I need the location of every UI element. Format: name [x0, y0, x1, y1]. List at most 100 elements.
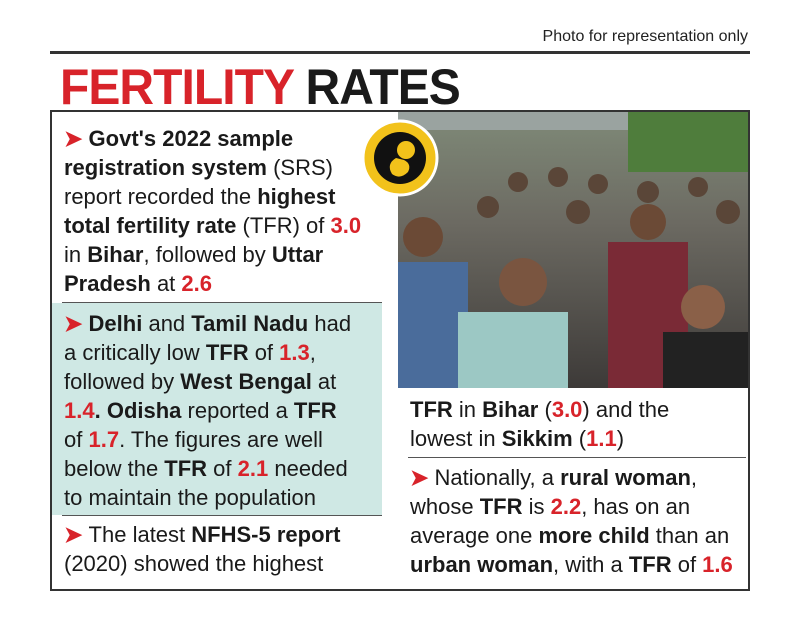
fetus-icon: [361, 119, 439, 197]
text-run: The latest: [88, 522, 192, 547]
text-run: .: [94, 398, 107, 423]
text-run: (: [538, 397, 552, 422]
separator: [62, 302, 382, 303]
text-run: Delhi: [88, 311, 143, 336]
paragraph: TFR in Bihar (3.0) and the lowest in Sikk…: [410, 395, 669, 453]
text-run: 1.3: [279, 340, 310, 365]
text-run: ) and the: [582, 397, 670, 422]
text-line: ➤ Nationally, a rural woman,: [410, 463, 733, 492]
text-line: in Bihar, followed by Uttar: [64, 240, 361, 269]
text-run: TFR: [293, 398, 337, 423]
text-line: urban woman, with a TFR of 1.6: [410, 550, 733, 579]
headline-word: FERTILITY: [60, 59, 294, 115]
text-run: ➤: [64, 311, 89, 336]
roof: [398, 112, 628, 130]
text-line: ➤ Govt's 2022 sample: [64, 124, 361, 153]
text-run: (2020) showed the highest: [64, 551, 324, 576]
text-run: below the: [64, 456, 165, 481]
text-run: of: [248, 340, 280, 365]
text-run: TFR: [628, 552, 672, 577]
text-run: West Bengal: [180, 369, 312, 394]
text-run: had: [308, 311, 352, 336]
photo-caption: Photo for representation only: [542, 28, 748, 45]
text-run: Uttar: [271, 242, 324, 267]
text-run: TFR: [205, 340, 249, 365]
text-line: below the TFR of 2.1 needed: [64, 454, 351, 483]
text-line: registration system (SRS): [64, 153, 361, 182]
left-border: [50, 110, 52, 590]
text-run: Tamil Nadu: [191, 311, 309, 336]
text-run: of: [671, 552, 703, 577]
text-run: 3.0: [551, 397, 583, 422]
text-run: ): [616, 426, 625, 451]
text-run: total fertility rate: [64, 213, 237, 238]
text-run: of: [207, 456, 238, 481]
text-line: report recorded the highest: [64, 182, 361, 211]
person: [398, 262, 468, 388]
text-run: , has on an: [581, 494, 691, 519]
separator: [408, 457, 746, 458]
text-run: more child: [538, 523, 650, 548]
text-run: Govt's 2022 sample: [88, 126, 294, 151]
text-run: urban woman: [410, 552, 554, 577]
text-run: TFR: [410, 397, 453, 422]
crowd: [477, 167, 740, 224]
person: [403, 217, 443, 257]
text-run: rural woman: [560, 465, 691, 490]
text-run: . The figures are well: [119, 427, 323, 452]
text-run: Sikkim: [501, 426, 573, 451]
text-run: 1.7: [88, 427, 120, 452]
text-run: (TFR) of: [236, 213, 331, 238]
text-line: lowest in Sikkim (1.1): [410, 424, 669, 453]
text-line: total fertility rate (TFR) of 3.0: [64, 211, 361, 240]
text-run: highest: [257, 184, 336, 209]
text-run: to maintain the population: [64, 485, 316, 510]
text-line: TFR in Bihar (3.0) and the: [410, 395, 669, 424]
text-run: ➤: [64, 522, 89, 547]
text-run: needed: [268, 456, 348, 481]
text-run: report recorded the: [64, 184, 258, 209]
text-run: Odisha: [106, 398, 182, 423]
text-line: (2020) showed the highest: [64, 549, 340, 578]
paragraph: ➤ The latest NFHS-5 report (2020) showed …: [64, 520, 340, 578]
text-run: average one: [410, 523, 539, 548]
person: [458, 312, 568, 388]
text-run: lowest in: [410, 426, 502, 451]
paragraph: ➤ Delhi and Tamil Nadu had a critically l…: [64, 309, 351, 512]
title-rule: [50, 110, 750, 112]
text-line: of 1.7. The figures are well: [64, 425, 351, 454]
text-run: TFR: [479, 494, 523, 519]
text-run: Nationally, a: [434, 465, 561, 490]
text-run: ,: [309, 340, 316, 365]
text-run: registration system: [64, 155, 267, 180]
person: [663, 332, 748, 388]
text-run: ➤: [410, 465, 435, 490]
text-line: Pradesh at 2.6: [64, 269, 361, 298]
person: [681, 285, 725, 329]
text-run: 1.4: [64, 398, 95, 423]
text-run: NFHS-5 report: [191, 522, 341, 547]
text-line: whose TFR is 2.2, has on an: [410, 492, 733, 521]
text-run: 2.1: [237, 456, 269, 481]
paragraph: ➤ Govt's 2022 sample registration system …: [64, 124, 361, 298]
text-run: is: [522, 494, 551, 519]
text-run: 2.2: [550, 494, 582, 519]
text-run: at: [150, 271, 182, 296]
text-run: ➤: [64, 126, 89, 151]
text-run: (SRS): [266, 155, 333, 180]
text-run: at: [311, 369, 337, 394]
text-line: ➤ Delhi and Tamil Nadu had: [64, 309, 351, 338]
text-line: average one more child than an: [410, 521, 733, 550]
text-run: (: [572, 426, 587, 451]
text-run: , followed by: [143, 242, 272, 267]
text-run: in: [452, 397, 483, 422]
highlight-box: [52, 303, 382, 515]
separator: [62, 515, 382, 516]
bottom-rule: [50, 589, 750, 591]
text-line: ➤ The latest NFHS-5 report: [64, 520, 340, 549]
right-border: [748, 110, 750, 590]
text-run: reported a: [181, 398, 294, 423]
text-run: than an: [649, 523, 730, 548]
text-line: to maintain the population: [64, 483, 351, 512]
